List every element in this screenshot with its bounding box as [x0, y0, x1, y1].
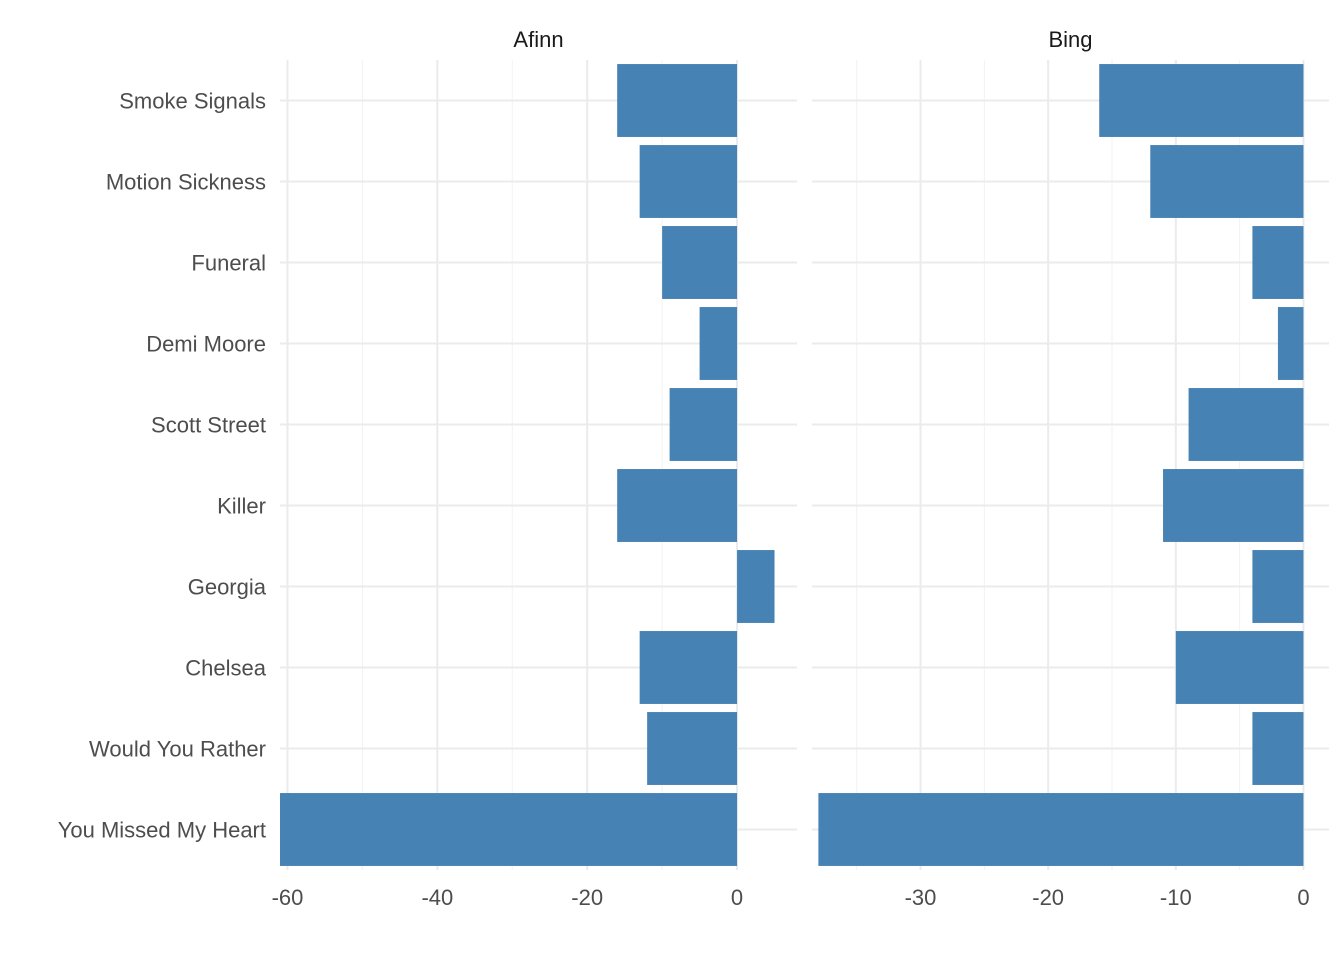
- facet-title-afinn: Afinn: [513, 27, 563, 52]
- bar-killer: [1163, 469, 1304, 542]
- tick-label: -20: [1032, 885, 1064, 910]
- category-label: Chelsea: [185, 656, 266, 681]
- bar-scott-street: [1188, 388, 1304, 461]
- category-label: You Missed My Heart: [58, 818, 266, 843]
- bar-motion-sickness: [639, 145, 738, 218]
- category-label: Scott Street: [151, 413, 266, 438]
- tick-label: -20: [571, 885, 603, 910]
- bar-would-you-rather: [1252, 712, 1304, 785]
- tick-label: 0: [1297, 885, 1309, 910]
- category-label: Would You Rather: [89, 737, 266, 762]
- bar-you-missed-my-heart: [818, 793, 1304, 866]
- tick-label: -40: [421, 885, 453, 910]
- category-label: Motion Sickness: [106, 170, 266, 195]
- tick-label: -10: [1160, 885, 1192, 910]
- bar-georgia: [1252, 550, 1304, 623]
- category-label: Demi Moore: [146, 332, 266, 357]
- facet-panel-bing: Bing -30 -20 -10 0: [812, 27, 1329, 910]
- category-label: Killer: [217, 494, 266, 519]
- category-label: Smoke Signals: [119, 89, 266, 114]
- bar-chelsea: [639, 631, 738, 704]
- bar-smoke-signals: [617, 64, 738, 137]
- bars: [280, 64, 775, 866]
- bar-funeral: [1252, 226, 1304, 299]
- facet-panel-afinn: Afinn -60 -40 -20 0: [272, 27, 797, 910]
- bar-scott-street: [669, 388, 738, 461]
- bar-killer: [617, 469, 738, 542]
- bar-demi-moore: [1277, 307, 1304, 380]
- category-axis-labels: Smoke Signals Motion Sickness Funeral Demi …: [58, 89, 267, 843]
- bar-motion-sickness: [1150, 145, 1304, 218]
- x-axis-tick-labels: -60 -40 -20 0: [272, 885, 744, 910]
- tick-label: 0: [731, 885, 743, 910]
- bar-smoke-signals: [1099, 64, 1304, 137]
- bar-georgia: [737, 550, 775, 623]
- bar-you-missed-my-heart: [280, 793, 738, 866]
- tick-label: -30: [905, 885, 937, 910]
- bar-demi-moore: [699, 307, 738, 380]
- bar-funeral: [662, 226, 738, 299]
- bars: [818, 64, 1304, 866]
- bar-would-you-rather: [647, 712, 738, 785]
- facet-title-bing: Bing: [1048, 27, 1092, 52]
- x-axis-tick-labels: -30 -20 -10 0: [905, 885, 1310, 910]
- bar-chelsea: [1175, 631, 1304, 704]
- category-label: Georgia: [188, 575, 267, 600]
- category-label: Funeral: [191, 251, 266, 276]
- tick-label: -60: [272, 885, 304, 910]
